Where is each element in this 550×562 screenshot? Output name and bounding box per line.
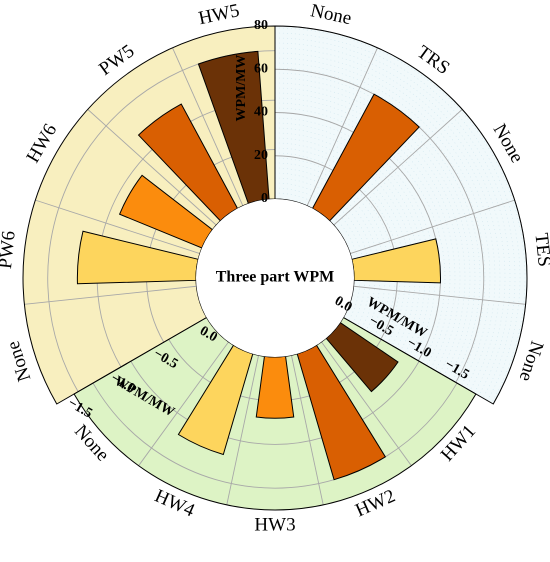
grid-circle	[274, 68, 485, 383]
grid-spoke	[333, 109, 463, 226]
grid-spoke	[353, 285, 526, 305]
panel-background-top-right	[275, 26, 528, 404]
panel-texture-arc	[274, 142, 411, 346]
panel-texture-arc	[274, 122, 431, 356]
panel-texture-arc	[274, 177, 376, 329]
category-label: None	[3, 338, 36, 384]
center-hole	[196, 199, 354, 357]
panel-texture-arc	[274, 52, 501, 391]
panel-outlines	[22, 25, 528, 511]
bars	[76, 50, 441, 481]
axis-title: WPM/MW	[234, 55, 249, 122]
category-label: None	[309, 0, 354, 29]
panel-texture-arc	[274, 192, 361, 321]
grid-spoke	[290, 355, 324, 506]
grid-spoke	[87, 109, 217, 226]
grid-spoke	[24, 285, 197, 305]
panel-texture-arc	[274, 162, 391, 336]
panel-texture-arc	[274, 32, 521, 401]
grid-spoke	[172, 47, 244, 207]
grid-spoke	[226, 355, 260, 506]
grid-circle	[274, 112, 441, 361]
grid-circle	[130, 360, 420, 445]
category-label: TES	[530, 232, 550, 268]
panel-texture-arc	[274, 77, 476, 379]
grid-spoke	[138, 341, 229, 466]
panel-texture-arc	[274, 97, 456, 369]
panel-texture-arc	[274, 132, 421, 351]
chart-title: Three part WPM	[216, 269, 335, 286]
panel-texture-arc	[274, 27, 526, 404]
panel-texture-arc	[274, 147, 406, 344]
panel-texture-arc	[274, 62, 491, 386]
category-label: PW6	[0, 230, 20, 270]
panel-texture-arc	[274, 127, 426, 354]
axis-tick-label: 80	[254, 18, 268, 33]
axis-tick-label: 20	[254, 148, 268, 163]
panel-texture-arc	[274, 117, 436, 359]
panel-texture-arc	[274, 167, 386, 334]
category-label: HW5	[197, 0, 242, 29]
panel-texture-arc	[274, 112, 441, 361]
grid-spoke	[306, 47, 378, 207]
grid-spoke	[321, 341, 412, 466]
panel-texture-arc	[274, 82, 471, 376]
category-label: HW3	[254, 514, 295, 535]
grid-circle	[92, 382, 458, 489]
axis-tick-label: 40	[254, 105, 268, 120]
grid-spoke	[35, 199, 201, 255]
grid-circle	[274, 155, 398, 340]
panel-texture-arc	[274, 172, 381, 331]
category-label: None	[515, 338, 548, 384]
panel-texture-arc	[274, 57, 496, 389]
panel-texture-arc	[274, 47, 506, 394]
axis-tick-label: 0	[261, 191, 268, 206]
axis-tick-label: 60	[254, 61, 268, 76]
panel-texture-arc	[274, 107, 446, 364]
grid-spoke	[349, 199, 515, 255]
panel-texture-arc	[274, 102, 451, 366]
